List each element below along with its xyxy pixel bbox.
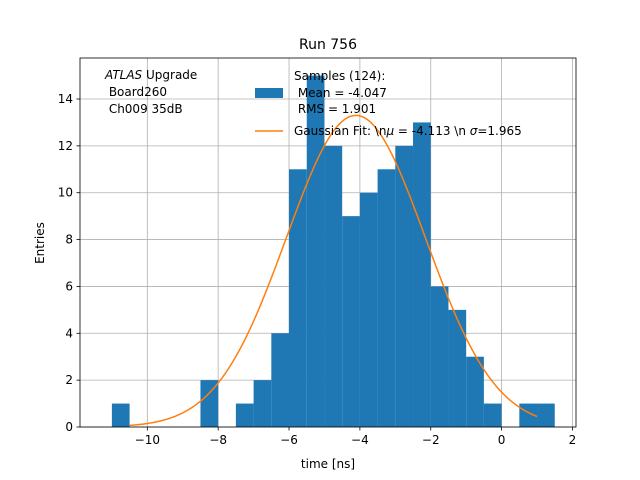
x-tick-label: −4	[351, 433, 369, 447]
plot-frame	[79, 57, 577, 428]
x-tick-label: 0	[498, 433, 506, 447]
annotation-line-1: ATLAS Upgrade	[104, 68, 197, 82]
chart-title: Run 756	[299, 37, 357, 53]
histogram-bar	[395, 145, 414, 427]
x-tick-label: −6	[280, 433, 298, 447]
histogram-bar	[359, 192, 378, 427]
annotation-upgrade: Upgrade	[142, 68, 197, 82]
x-tick-label: −8	[209, 433, 227, 447]
annotation-line-2: Board260	[105, 85, 167, 99]
y-tick-label: 8	[65, 233, 73, 247]
legend-fit-sigma: σ	[470, 124, 478, 138]
histogram-bar	[324, 145, 343, 427]
legend-fit-suffix: =1.965	[477, 124, 521, 138]
x-tick-label: 2	[569, 433, 577, 447]
legend-fit-middle: = -4.113 \n	[394, 124, 470, 138]
histogram-bars	[111, 75, 555, 428]
histogram-bar	[253, 380, 272, 427]
histogram-bar	[111, 403, 130, 427]
legend-samples-swatch	[255, 88, 283, 98]
legend-fit-mu: μ	[385, 124, 394, 138]
x-axis-ticks: −10 −8 −6 −4 −2 0 2	[135, 427, 577, 447]
histogram-bar	[342, 216, 360, 427]
histogram-bar	[289, 169, 307, 428]
legend: Samples (124): Mean = -4.047 RMS = 1.901…	[255, 69, 522, 138]
histogram-bar	[377, 169, 396, 428]
y-axis-label: Entries	[33, 222, 47, 264]
annotation-line-3: Ch009 35dB	[105, 102, 183, 116]
x-tick-label: −10	[135, 433, 160, 447]
y-axis-ticks: 0 2 4 6 8 10 12 14	[58, 92, 80, 434]
y-tick-label: 0	[65, 420, 73, 434]
histogram-bar	[537, 403, 555, 427]
y-tick-label: 12	[58, 139, 73, 153]
legend-samples-mean: Mean = -4.047	[294, 86, 387, 100]
histogram-bar	[271, 333, 290, 427]
histogram-bar	[483, 403, 502, 427]
legend-fit-prefix: Gaussian Fit: \n	[294, 124, 386, 138]
annotation-atlas: ATLAS	[104, 68, 143, 82]
histogram-bar	[413, 122, 431, 427]
atlas-annotation: ATLAS Upgrade Board260 Ch009 35dB	[104, 68, 197, 116]
histogram-bar	[466, 356, 484, 427]
y-tick-label: 6	[65, 279, 73, 293]
legend-samples-title: Samples (124):	[294, 69, 385, 83]
histogram-bar	[235, 403, 254, 427]
histogram-bar	[306, 75, 325, 428]
x-axis-label: time [ns]	[301, 457, 355, 471]
y-tick-label: 14	[58, 92, 73, 106]
y-tick-label: 2	[65, 373, 73, 387]
histogram-bar	[430, 286, 449, 427]
legend-fit-label: Gaussian Fit: \nμ = -4.113 \n σ=1.965	[294, 124, 522, 138]
gaussian-fit-curve	[129, 114, 538, 427]
histogram-bar	[448, 309, 467, 427]
x-tick-label: −2	[422, 433, 440, 447]
histogram-bar	[200, 380, 219, 427]
legend-samples-rms: RMS = 1.901	[294, 102, 376, 116]
y-tick-label: 10	[58, 186, 73, 200]
y-tick-label: 4	[65, 326, 73, 340]
